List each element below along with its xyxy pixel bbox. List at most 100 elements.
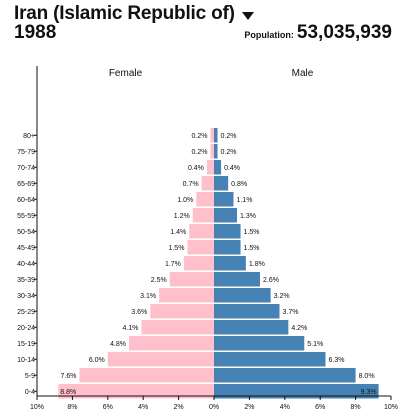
male-value-label: 2.6% xyxy=(263,277,279,284)
male-value-label: 6.3% xyxy=(329,357,345,364)
age-group-label: 35-39 xyxy=(17,277,35,284)
age-group-label: 45-49 xyxy=(17,245,35,252)
x-tick-label: 10% xyxy=(384,404,398,411)
x-tick-label: 4% xyxy=(280,404,290,411)
female-value-label: 3.1% xyxy=(140,293,156,300)
male-value-label: 0.4% xyxy=(224,165,240,172)
male-value-label: 4.2% xyxy=(291,325,307,332)
female-bar xyxy=(192,208,214,223)
male-value-label: 5.1% xyxy=(307,341,323,348)
x-tick-label: 6% xyxy=(103,404,113,411)
x-tick-label: 2% xyxy=(244,404,254,411)
male-bar xyxy=(214,352,326,367)
female-value-label: 0.4% xyxy=(188,165,204,172)
female-value-label: 4.1% xyxy=(122,325,138,332)
male-bar xyxy=(214,208,238,223)
x-tick-label: 8% xyxy=(351,404,361,411)
male-value-label: 0.8% xyxy=(231,181,247,188)
female-value-label: 1.0% xyxy=(177,197,193,204)
male-bar xyxy=(214,336,305,351)
male-bar xyxy=(214,224,241,239)
male-bar xyxy=(214,144,218,159)
female-value-label: 0.7% xyxy=(183,181,199,188)
female-value-label: 1.4% xyxy=(170,229,186,236)
dropdown-caret-icon[interactable] xyxy=(241,11,254,20)
female-value-label: 0.2% xyxy=(191,149,207,156)
country-name: Iran (Islamic Republic of) xyxy=(14,3,235,24)
male-value-label: 1.5% xyxy=(244,245,260,252)
x-tick-label: 6% xyxy=(315,404,325,411)
age-group-label: 15-19 xyxy=(17,341,35,348)
x-tick-label: 0% xyxy=(209,404,219,411)
x-tick-label: 8% xyxy=(67,404,77,411)
female-bar xyxy=(189,224,214,239)
female-header: Female xyxy=(109,68,143,79)
female-bar xyxy=(79,368,214,383)
age-group-label: 50-54 xyxy=(17,229,35,236)
population-value: 53,035,939 xyxy=(296,22,392,43)
age-group-label: 75-79 xyxy=(17,149,35,156)
age-group-label: 25-29 xyxy=(17,309,35,316)
age-group-label: 40-44 xyxy=(17,261,35,268)
male-bar xyxy=(214,288,271,303)
age-group-label: 70-74 xyxy=(17,165,35,172)
female-value-label: 2.5% xyxy=(151,277,167,284)
male-value-label: 3.7% xyxy=(282,309,298,316)
male-value-label: 0.2% xyxy=(221,133,237,140)
female-bar xyxy=(169,272,214,287)
male-value-label: 0.2% xyxy=(221,149,237,156)
age-group-label: 60-64 xyxy=(17,197,35,204)
female-value-label: 6.0% xyxy=(89,357,105,364)
male-bar xyxy=(214,384,379,399)
country-selector[interactable]: Iran (Islamic Republic of) xyxy=(14,2,392,26)
female-value-label: 1.2% xyxy=(174,213,190,220)
female-bar xyxy=(141,320,214,335)
female-bar xyxy=(210,144,214,159)
male-value-label: 9.3% xyxy=(361,389,377,396)
chart-header: Iran (Islamic Republic of) 1988 Populati… xyxy=(14,2,392,43)
female-value-label: 7.6% xyxy=(61,373,77,380)
age-group-label: 0-4 xyxy=(25,389,35,396)
male-bar xyxy=(214,240,241,255)
age-group-label: 10-14 xyxy=(17,357,35,364)
female-bar xyxy=(183,256,214,271)
female-bar xyxy=(206,160,214,175)
female-bar xyxy=(201,176,214,191)
male-bar xyxy=(214,304,280,319)
age-group-label: 55-59 xyxy=(17,213,35,220)
year-label: 1988 xyxy=(14,22,57,43)
female-bar xyxy=(107,352,214,367)
male-value-label: 1.1% xyxy=(236,197,252,204)
female-value-label: 8.8% xyxy=(60,389,76,396)
female-bar xyxy=(150,304,214,319)
female-bar xyxy=(129,336,214,351)
age-group-label: 5-9 xyxy=(25,373,35,380)
male-bar xyxy=(214,176,229,191)
female-bar xyxy=(210,128,214,143)
male-bar xyxy=(214,128,218,143)
age-group-label: 20-24 xyxy=(17,325,35,332)
age-group-label: 65-69 xyxy=(17,181,35,188)
x-tick-label: 10% xyxy=(30,404,44,411)
male-value-label: 8.0% xyxy=(359,373,375,380)
female-bar xyxy=(159,288,214,303)
male-bar xyxy=(214,192,234,207)
male-bar xyxy=(214,368,356,383)
male-header: Male xyxy=(292,68,314,79)
male-bar xyxy=(214,160,222,175)
female-value-label: 3.6% xyxy=(131,309,147,316)
female-value-label: 4.8% xyxy=(110,341,126,348)
male-bar xyxy=(214,256,246,271)
female-bar xyxy=(196,192,214,207)
male-value-label: 3.2% xyxy=(274,293,290,300)
x-tick-label: 2% xyxy=(174,404,184,411)
male-value-label: 1.3% xyxy=(240,213,256,220)
age-group-label: 30-34 xyxy=(17,293,35,300)
female-bar xyxy=(58,384,214,399)
population-display: Population: 53,035,939 xyxy=(244,22,392,44)
female-value-label: 1.7% xyxy=(165,261,181,268)
female-value-label: 1.5% xyxy=(168,245,184,252)
male-value-label: 1.5% xyxy=(244,229,260,236)
x-tick-label: 4% xyxy=(138,404,148,411)
